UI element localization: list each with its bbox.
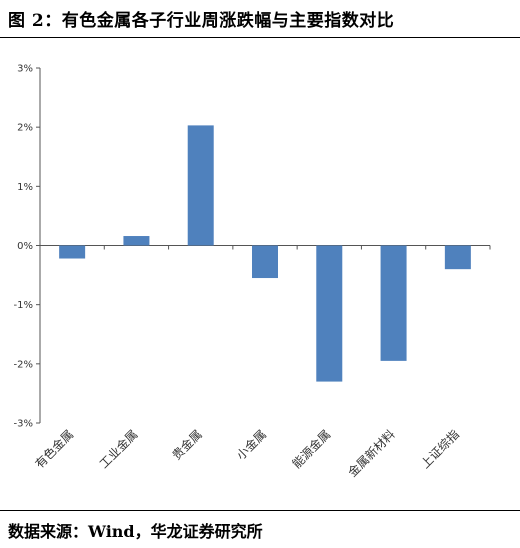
bar-2 xyxy=(123,236,150,246)
y-tick-label: 1% xyxy=(17,182,33,193)
category-label: 小金属 xyxy=(233,427,269,463)
category-label: 有色金属 xyxy=(32,427,77,472)
y-tick-label: 0% xyxy=(17,241,33,252)
title-divider xyxy=(0,37,520,38)
chart-bars xyxy=(59,125,471,382)
category-label: 金属新材料 xyxy=(345,427,398,480)
y-tick-label: 3% xyxy=(17,64,33,75)
category-label: 上证综指 xyxy=(417,427,462,472)
source-note: 数据来源：Wind，华龙证券研究所 xyxy=(8,522,263,541)
bar-chart: 3% 2% 1% 0% -1% -2% -3%有色金属 工业金属 贵金属 小金属 能源金属 金属新材料… xyxy=(14,64,491,480)
source-divider xyxy=(0,510,520,511)
bar-7 xyxy=(444,245,471,270)
y-tick-label: -3% xyxy=(14,419,33,430)
bar-3 xyxy=(187,125,214,246)
chart-title: 图 2：有色金属各子行业周涨跌幅与主要指数对比 xyxy=(8,11,395,31)
category-label: 工业金属 xyxy=(96,427,141,472)
y-tick-label: -1% xyxy=(14,300,33,311)
bar-4 xyxy=(252,245,278,279)
bar-5 xyxy=(316,245,343,382)
y-tick-label: 2% xyxy=(17,123,33,134)
y-tick-label: -2% xyxy=(14,359,33,370)
bar-6 xyxy=(380,245,407,361)
category-label: 贵金属 xyxy=(169,427,205,463)
category-label: 能源金属 xyxy=(289,427,334,472)
bar-1 xyxy=(59,245,86,259)
